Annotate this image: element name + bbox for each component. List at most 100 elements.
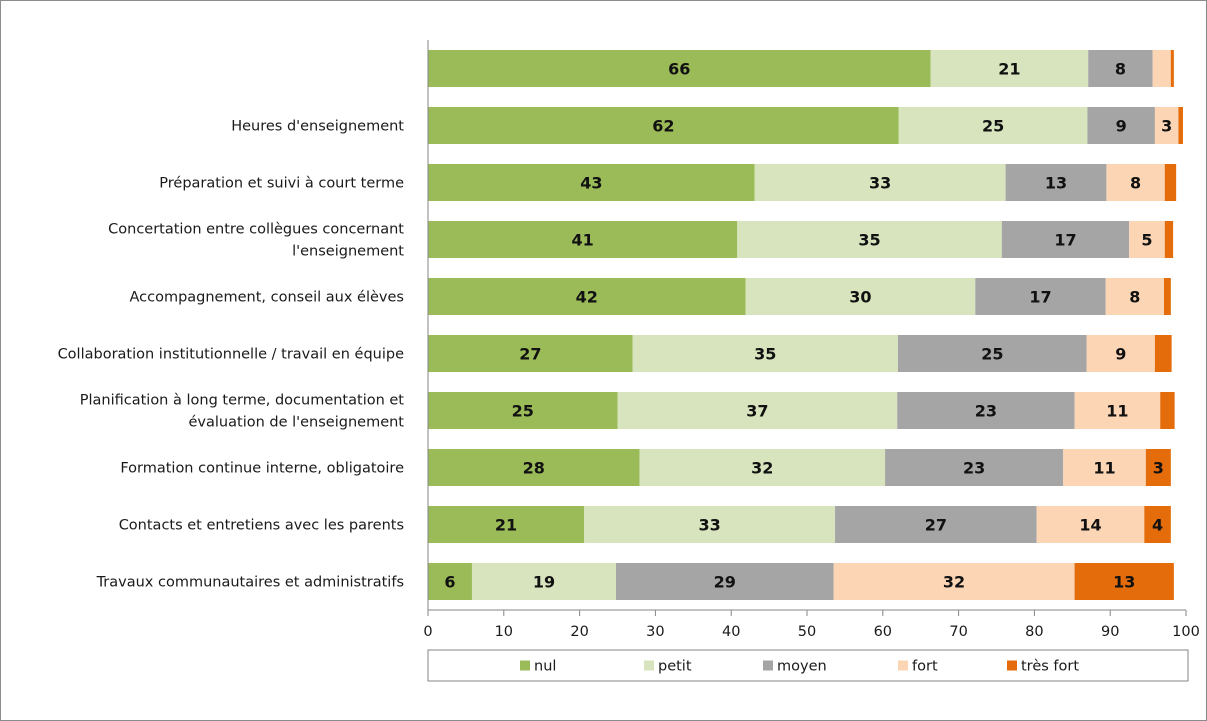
- bar-fort-7: [1063, 449, 1146, 486]
- bar-fort-6: [1074, 392, 1161, 429]
- category-label: Planification à long terme, documentatio…: [80, 393, 405, 431]
- x-tick-label: 10: [495, 624, 513, 640]
- bar-très-fort-1: [1178, 107, 1183, 144]
- bar-fort-8: [1036, 506, 1145, 543]
- bar-fort-1: [1154, 107, 1179, 144]
- bar-petit-0: [930, 50, 1089, 87]
- data-label: 21: [998, 60, 1020, 79]
- data-label: 13: [1045, 174, 1067, 193]
- bar-fort-4: [1105, 278, 1165, 315]
- bar-nul-2: [428, 164, 755, 201]
- category-label: Contacts et entretiens avec les parents: [119, 518, 404, 534]
- data-label: 4: [1152, 516, 1163, 535]
- bar-nul-1: [428, 107, 899, 144]
- legend: nul petit moyen fort très fort: [427, 649, 1189, 682]
- data-label: 5: [1141, 231, 1152, 250]
- bar-nul-5: [428, 335, 633, 372]
- bar-très-fort-5: [1154, 335, 1172, 372]
- data-label: 66: [668, 60, 690, 79]
- data-label: 32: [751, 459, 773, 478]
- data-label: 8: [1115, 60, 1126, 79]
- bar-très-fort-9: [1074, 563, 1174, 600]
- bar-nul-6: [428, 392, 618, 429]
- bar-moyen-0: [1088, 50, 1153, 87]
- bar-très-fort-4: [1164, 278, 1171, 315]
- data-label: 62: [652, 117, 674, 136]
- bar-très-fort-6: [1160, 392, 1175, 429]
- data-label: 42: [576, 288, 598, 307]
- x-tick-label: 100: [1172, 624, 1200, 640]
- data-label: 9: [1116, 117, 1127, 136]
- category-labels: Heures d'enseignement Préparation et suiv…: [58, 119, 405, 591]
- legend-swatch-nul: [520, 660, 530, 671]
- bar-moyen-9: [615, 563, 834, 600]
- category-label: Heures d'enseignement: [231, 119, 404, 135]
- bar-petit-5: [632, 335, 898, 372]
- bar-petit-6: [617, 392, 898, 429]
- legend-label: moyen: [777, 659, 827, 675]
- data-label: 17: [1054, 231, 1076, 250]
- data-label: 11: [1093, 459, 1115, 478]
- category-label: Préparation et suivi à court terme: [159, 176, 404, 192]
- data-label: 28: [523, 459, 545, 478]
- legend-label: nul: [534, 659, 556, 675]
- x-tick-label: 40: [722, 624, 740, 640]
- data-label: 33: [869, 174, 891, 193]
- data-label: 14: [1079, 516, 1101, 535]
- bar-moyen-3: [1001, 221, 1130, 258]
- data-label: 11: [1106, 402, 1128, 421]
- bar-nul-9: [428, 563, 472, 600]
- data-label: 6: [444, 573, 455, 592]
- data-label: 23: [975, 402, 997, 421]
- category-label: Travaux communautaires et administratifs: [96, 575, 404, 591]
- data-label: 43: [580, 174, 602, 193]
- x-tick-label: 20: [570, 624, 588, 640]
- bar-fort-2: [1106, 164, 1165, 201]
- bar-fort-5: [1086, 335, 1155, 372]
- data-label: 25: [981, 345, 1003, 364]
- category-label: Concertation entre collègues concernant l…: [108, 222, 404, 260]
- bar-petit-9: [471, 563, 616, 600]
- data-label: 9: [1115, 345, 1126, 364]
- x-tick-label: 90: [1101, 624, 1119, 640]
- data-label: 8: [1130, 174, 1141, 193]
- x-tick-label: 30: [646, 624, 664, 640]
- bar-moyen-1: [1087, 107, 1155, 144]
- bar-très-fort-3: [1164, 221, 1174, 258]
- bars-layer: 66 21 862 25 9 343 33 13 841 35 17 542 30 17 827 35 25 92…: [428, 50, 1183, 600]
- data-label: 30: [849, 288, 871, 307]
- legend-label: fort: [912, 659, 938, 675]
- bar-moyen-7: [885, 449, 1064, 486]
- data-label: 23: [963, 459, 985, 478]
- data-label: 13: [1113, 573, 1135, 592]
- bar-moyen-6: [897, 392, 1075, 429]
- data-label: 33: [698, 516, 720, 535]
- legend-swatch-très-fort: [1007, 660, 1017, 671]
- legend-swatch-moyen: [763, 660, 773, 671]
- bar-petit-7: [639, 449, 886, 486]
- data-label: 27: [519, 345, 541, 364]
- x-tick-label: 70: [949, 624, 967, 640]
- category-label: Collaboration institutionnelle / travail…: [58, 347, 405, 363]
- x-tick-label: 60: [874, 624, 892, 640]
- data-label: 3: [1153, 459, 1164, 478]
- bar-moyen-8: [835, 506, 1037, 543]
- bar-fort-0: [1152, 50, 1171, 87]
- x-tick-label: 50: [798, 624, 816, 640]
- bar-nul-4: [428, 278, 746, 315]
- bar-moyen-5: [897, 335, 1087, 372]
- legend-label: petit: [658, 659, 692, 675]
- bar-très-fort-2: [1164, 164, 1177, 201]
- legend-label: très fort: [1021, 659, 1079, 675]
- legend-swatch-petit: [644, 660, 654, 671]
- data-label: 17: [1029, 288, 1051, 307]
- bar-petit-3: [737, 221, 1002, 258]
- data-label: 21: [495, 516, 517, 535]
- data-label: 3: [1161, 117, 1172, 136]
- x-axis: 0 10 20 30 40 50 60 70 80 90 100: [423, 40, 1200, 640]
- legend-box: [427, 649, 1189, 682]
- x-tick-label: 80: [1025, 624, 1043, 640]
- data-label: 37: [746, 402, 768, 421]
- data-label: 25: [512, 402, 534, 421]
- category-label: Formation continue interne, obligatoire: [120, 461, 404, 477]
